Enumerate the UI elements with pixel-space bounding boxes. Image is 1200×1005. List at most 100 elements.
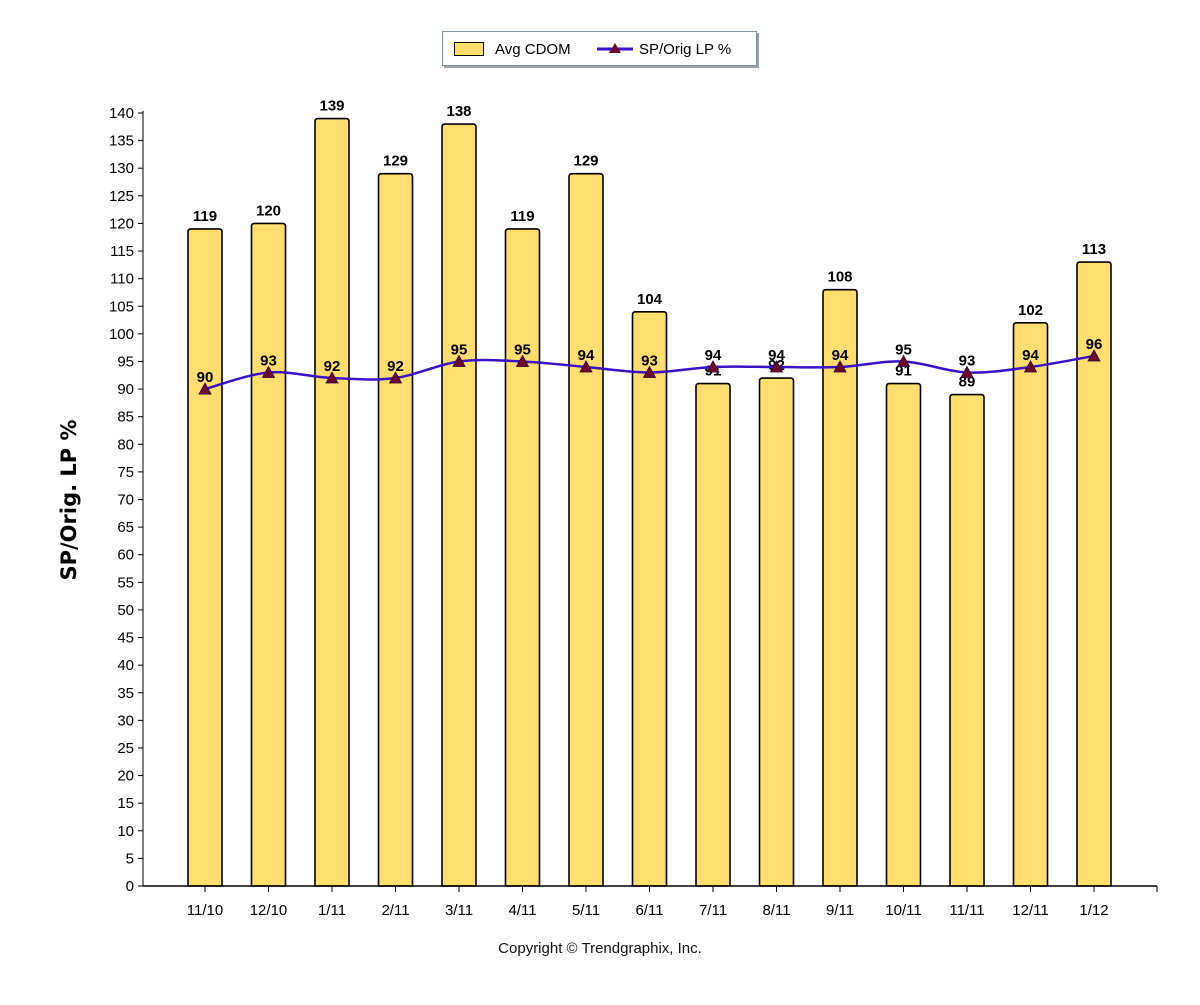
bar [758,377,795,887]
legend: Avg CDOM SP/Orig LP % [442,31,757,66]
line-value-label: 93 [959,353,976,370]
y-tick-label: 60 [117,547,134,564]
bar-value-label: 119 [510,208,534,225]
line-value-label: 95 [514,341,531,358]
x-tick-label: 3/11 [445,902,473,919]
legend-line-swatch [597,43,633,53]
bar-value-label: 108 [827,269,852,286]
y-tick-label: 120 [109,215,134,232]
x-tick-label: 1/11 [318,902,346,919]
line-value-label: 94 [832,347,849,364]
y-tick-label: 20 [117,768,134,785]
x-tick-label: 12/11 [1012,902,1048,919]
x-tick-label: 1/12 [1079,902,1108,919]
line-marker [1087,349,1101,362]
x-tick-label: 7/11 [699,902,727,919]
y-tick-label: 85 [117,409,134,426]
line-value-label: 94 [768,347,785,364]
y-tick-label: 0 [126,878,134,895]
line-marker [388,371,403,384]
bar [377,172,414,887]
bar-value-label: 113 [1082,241,1106,258]
line-marker [261,365,276,378]
y-tick-label: 70 [117,492,134,509]
line-value-label: 94 [578,347,595,364]
legend-bar-label: Avg CDOM [495,41,571,58]
bar [822,288,858,887]
x-tick-label: 5/11 [572,902,600,919]
bar [187,228,223,887]
line-value-label: 96 [1086,336,1103,353]
line-marker [769,360,784,373]
copyright-text: Copyright © Trendgraphix, Inc. [498,940,702,957]
line-marker [896,354,911,367]
y-tick-label: 45 [117,630,134,647]
line-value-label: 90 [197,369,214,386]
line-marker [198,382,212,395]
y-tick-label: 90 [117,381,134,398]
x-tick-label: 8/11 [762,902,790,919]
bar [504,228,541,887]
bar [1012,322,1049,887]
bar-value-label: 119 [193,208,217,225]
bar-value-label: 104 [637,291,663,308]
x-tick-label: 11/11 [949,902,984,919]
y-tick-label: 30 [117,712,134,729]
line-marker [706,360,720,373]
y-tick-label: 55 [117,574,134,591]
y-tick-label: 95 [117,353,134,370]
x-tick-label: 11/10 [187,902,223,919]
x-tick-label: 6/11 [635,902,663,919]
line-value-label: 92 [387,358,404,375]
line-value-label: 93 [641,353,658,370]
bar [568,172,604,887]
line-marker [515,354,530,367]
y-tick-label: 125 [109,188,134,205]
bar-value-label: 139 [319,98,344,115]
x-tick-label: 9/11 [826,902,854,919]
y-tick-label: 135 [109,133,134,150]
line-value-label: 94 [705,347,722,364]
y-tick-label: 65 [117,519,134,536]
y-tick-label: 5 [126,850,134,867]
line-value-label: 94 [1022,347,1039,364]
bar-value-label: 138 [446,103,471,120]
bar [631,310,668,887]
line-marker [642,365,657,378]
legend-bar-swatch [454,42,484,56]
y-tick-label: 115 [110,243,134,260]
y-tick-label: 40 [117,657,134,674]
bar [695,382,731,887]
bar [314,117,350,887]
line-marker [833,360,847,373]
y-tick-label: 35 [117,685,134,702]
y-tick-label: 25 [117,740,134,757]
line-value-label: 95 [895,341,912,358]
bar [1076,261,1112,887]
legend-line-label: SP/Orig LP % [639,41,732,58]
y-tick-label: 140 [109,105,134,122]
line-marker [452,354,466,367]
line-marker [579,360,593,373]
bar [250,222,287,887]
line-value-label: 95 [451,341,468,358]
y-tick-label: 110 [110,271,134,288]
y-tick-label: 15 [117,795,134,812]
y-tick-label: 50 [117,602,134,619]
bar-value-label: 129 [573,153,598,170]
bar-value-label: 120 [256,202,281,219]
x-tick-label: 10/11 [885,902,921,919]
line-marker [1023,360,1038,373]
x-tick-label: 12/10 [250,902,288,919]
line-marker [960,365,974,378]
y-tick-label: 10 [117,823,134,840]
y-tick-label: 80 [117,436,134,453]
line-marker [325,371,339,384]
bar-value-label: 129 [383,153,408,170]
x-tick-label: 4/11 [508,902,536,919]
bar [441,123,477,887]
y-tick-label: 100 [109,326,134,343]
bar [885,382,922,887]
